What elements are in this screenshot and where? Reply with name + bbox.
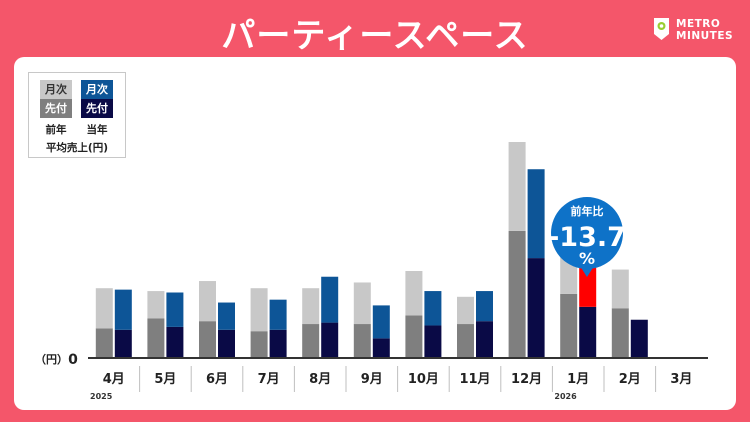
legend-caption: 平均売上(円)	[45, 142, 109, 154]
x-tick-label: 2月	[619, 372, 641, 387]
bar-cur-advance	[321, 322, 339, 357]
bar-prev-advance	[611, 308, 629, 357]
bar-cur-advance	[372, 338, 390, 357]
bar-cur-monthly	[527, 169, 545, 259]
callout-unit: %	[579, 249, 595, 268]
bar-prev-advance	[95, 328, 113, 357]
x-tick-label: 10月	[408, 372, 439, 387]
bar-prev-monthly	[250, 288, 268, 332]
bar-cur-monthly	[114, 289, 132, 330]
legend-this-year: 当年	[86, 124, 108, 136]
bar-prev-advance	[250, 331, 268, 357]
bar-prev-advance	[560, 293, 578, 357]
x-tick-label: 6月	[206, 372, 228, 387]
bar-prev-monthly	[353, 282, 371, 325]
bar-prev-monthly	[508, 142, 526, 231]
bar-prev-monthly	[147, 291, 165, 319]
bar-cur-advance	[166, 326, 184, 357]
y-unit-label: （円）	[35, 353, 68, 366]
bar-cur-advance	[114, 329, 132, 357]
bar-cur-monthly	[372, 305, 390, 339]
bar-cur-monthly	[269, 299, 287, 330]
bar-cur-monthly	[166, 292, 184, 327]
y-zero-label: 0	[68, 352, 78, 368]
bar-prev-monthly	[611, 269, 629, 309]
bar-prev-monthly	[95, 288, 113, 329]
year-label: 2025	[90, 392, 113, 401]
bar-prev-advance	[405, 315, 423, 357]
bar-cur-advance	[630, 319, 648, 357]
bar-prev-advance	[199, 321, 216, 357]
logo-text: METRO MINUTES	[676, 18, 733, 42]
x-tick-label: 4月	[103, 372, 125, 387]
logo-line-2: MINUTES	[676, 30, 734, 42]
bar-prev-monthly	[457, 296, 474, 325]
x-tick-label: 1月	[567, 372, 589, 387]
callout-label: 前年比	[571, 204, 604, 218]
bar-cur-advance	[269, 329, 287, 357]
x-tick-label: 7月	[258, 372, 280, 387]
bar-prev-monthly	[405, 271, 423, 316]
bar-cur-advance	[218, 329, 235, 357]
legend-prev-advance: 先付	[40, 99, 72, 118]
bar-prev-advance	[457, 324, 474, 357]
legend-prev-monthly: 月次	[40, 80, 72, 99]
page-title: パーティースペース	[221, 16, 529, 56]
bar-cur-monthly	[218, 302, 235, 330]
x-tick-label: 5月	[154, 372, 176, 387]
legend-cur-monthly: 月次	[81, 80, 113, 99]
legend-cur-advance: 先付	[81, 99, 113, 118]
metro-minutes-logo: METRO MINUTES	[652, 17, 742, 43]
bar-prev-advance	[353, 324, 371, 357]
callout-value: -13.7	[548, 222, 626, 253]
logo-line-1: METRO	[676, 18, 721, 30]
bar-cur-advance	[579, 306, 597, 357]
bar-prev-advance	[147, 318, 165, 357]
x-tick-label: 12月	[511, 372, 542, 387]
bar-cur-monthly-highlight	[579, 265, 597, 307]
bar-prev-monthly	[302, 288, 320, 325]
bar-cur-advance	[527, 258, 545, 357]
bar-prev-advance	[508, 230, 526, 357]
x-tick-label: 8月	[309, 372, 331, 387]
bar-prev-monthly	[199, 281, 216, 322]
bar-cur-advance	[424, 325, 442, 357]
x-tick-label: 9月	[361, 372, 383, 387]
bar-cur-monthly	[476, 291, 493, 322]
bar-cur-advance	[476, 321, 493, 357]
legend-prev-year: 前年	[45, 124, 67, 136]
bar-prev-advance	[302, 324, 320, 357]
x-tick-label: 11月	[459, 372, 490, 387]
bar-cur-monthly	[321, 276, 339, 323]
legend: 月次 先付 月次 先付 前年 当年 平均売上(円)	[28, 72, 126, 158]
map-pin-icon	[654, 18, 669, 40]
x-tick-label: 3月	[670, 372, 692, 387]
year-label: 2026	[554, 392, 577, 401]
bar-cur-monthly	[424, 291, 442, 326]
yoy-callout: 前年比 -13.7 %	[548, 197, 626, 277]
